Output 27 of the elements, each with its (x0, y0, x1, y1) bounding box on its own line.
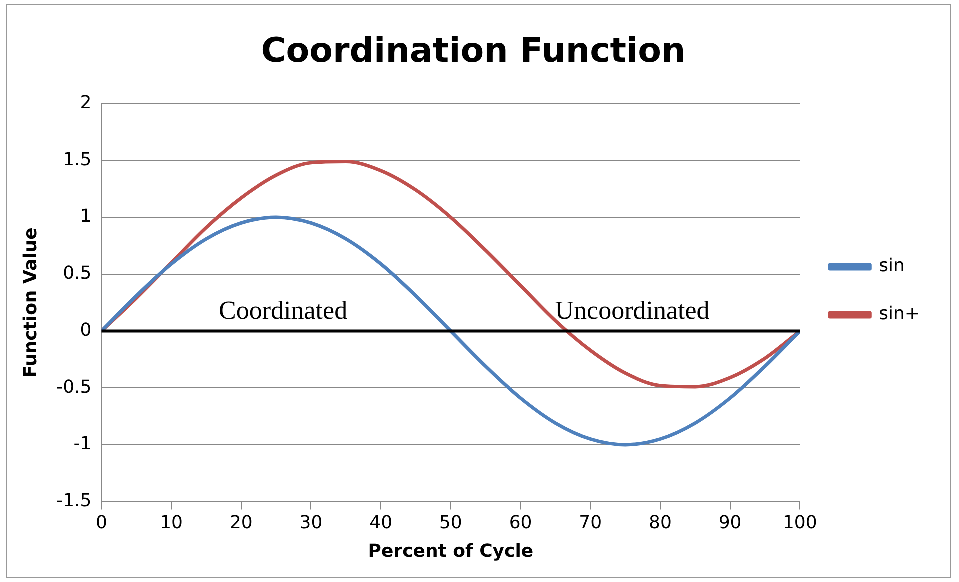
x-axis-title: Percent of Cycle (368, 540, 534, 562)
x-tick-label: 50 (439, 512, 462, 534)
y-tick-label: 1 (80, 206, 92, 228)
x-tick-label: 40 (370, 512, 393, 534)
x-tick-label: 0 (96, 512, 108, 534)
line-series (102, 216, 800, 447)
x-tick-label: 80 (648, 512, 672, 534)
x-tick-label: 10 (160, 512, 184, 534)
x-tick-label: 90 (718, 512, 742, 534)
annotation: Coordinated (219, 296, 348, 326)
x-tick-label: 70 (579, 512, 602, 534)
x-tick-label: 30 (300, 512, 323, 534)
legend-label: sin+ (879, 304, 920, 325)
y-tick-label: 0 (80, 320, 92, 341)
legend-label: sin (879, 256, 905, 277)
chart-title: Coordination Function (261, 31, 686, 72)
y-axis-title: Function Value (20, 228, 42, 378)
annotation: Uncoordinated (555, 296, 710, 326)
x-tick-label: 60 (509, 512, 532, 534)
y-tick-label: -0.5 (56, 376, 92, 398)
x-tick-label: 20 (230, 512, 253, 534)
y-tick-label: 2 (80, 92, 92, 114)
x-tick-label: 100 (782, 512, 818, 534)
y-tick-label: 1.5 (63, 149, 92, 170)
y-tick-label: -1.5 (56, 490, 92, 512)
y-tick-label: -1 (74, 434, 92, 455)
y-tick-label: 0.5 (63, 263, 92, 284)
